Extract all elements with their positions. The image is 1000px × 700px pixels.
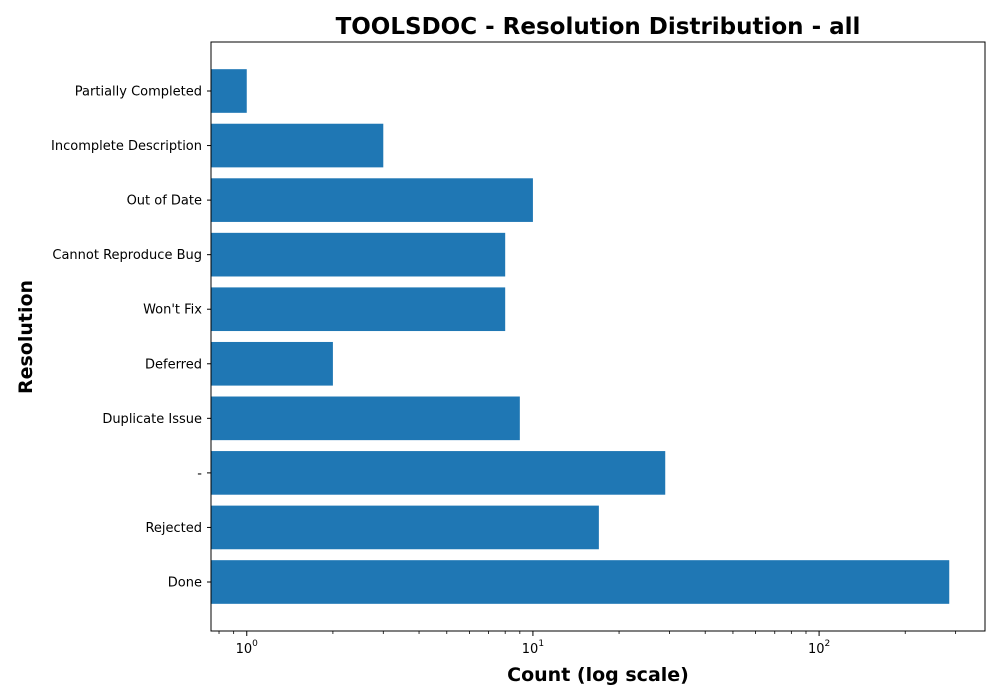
bar-3 xyxy=(211,396,520,441)
x-tick-label-1: 101 xyxy=(522,639,544,657)
x-tick-label-0: 100 xyxy=(236,639,259,657)
bar-2 xyxy=(211,451,666,495)
bar-5 xyxy=(211,287,506,332)
x-tick-base-0: 10 xyxy=(236,642,253,657)
x-tick-base-1: 10 xyxy=(522,642,539,657)
bar-4 xyxy=(211,341,333,386)
bar-1 xyxy=(211,505,599,550)
x-tick-label-2: 102 xyxy=(808,639,830,657)
plot-frame xyxy=(210,41,986,632)
chart-title: TOOLSDOC - Resolution Distribution - all xyxy=(336,14,861,40)
x-tick-exp-0: 0 xyxy=(252,639,258,649)
y-tick-label-6: Cannot Reproduce Bug xyxy=(52,248,202,263)
y-tick-label-3: Duplicate Issue xyxy=(102,412,202,427)
y-axis-label: Resolution xyxy=(15,280,37,394)
x-tick-base-2: 10 xyxy=(808,642,825,657)
y-axis: Done Rejected - Duplicate Issue Deferred Won'… xyxy=(51,85,211,591)
y-tick-label-2: - xyxy=(197,466,202,481)
y-tick-label-8: Incomplete Description xyxy=(51,139,202,154)
bar-0 xyxy=(211,560,950,604)
y-tick-label-4: Deferred xyxy=(145,357,202,372)
y-tick-label-1: Rejected xyxy=(145,521,202,536)
x-axis: 100 101 102 xyxy=(218,631,957,657)
y-tick-label-9: Partially Completed xyxy=(75,85,202,100)
bar-7 xyxy=(211,178,533,222)
y-tick-label-5: Won't Fix xyxy=(143,303,202,318)
bars-group xyxy=(211,69,950,604)
y-tick-label-0: Done xyxy=(168,576,202,591)
bar-6 xyxy=(211,232,506,277)
x-tick-exp-2: 2 xyxy=(824,639,830,649)
bar-9 xyxy=(211,69,247,113)
y-tick-label-7: Out of Date xyxy=(127,194,202,209)
x-tick-exp-1: 1 xyxy=(538,639,544,649)
x-axis-label: Count (log scale) xyxy=(507,664,689,686)
bar-8 xyxy=(211,123,384,168)
